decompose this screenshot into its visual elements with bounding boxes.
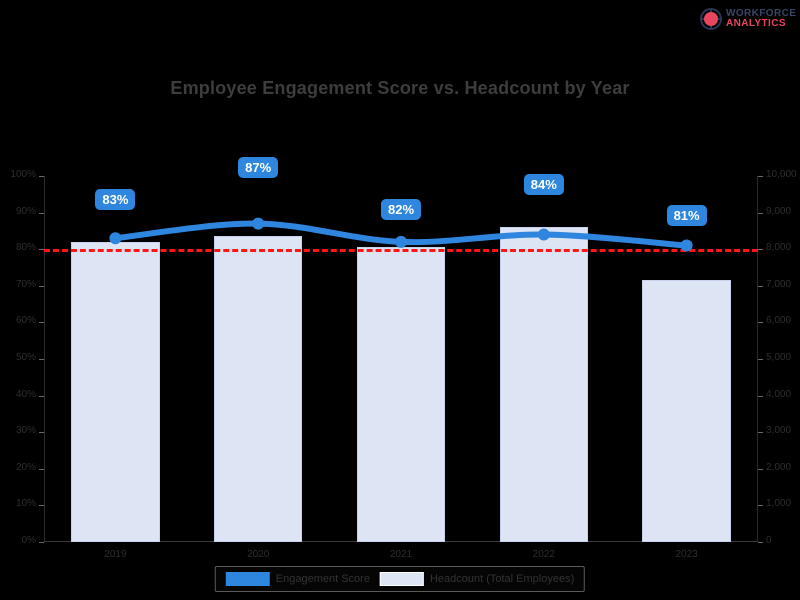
legend-label-0: Engagement Score [275, 573, 370, 585]
logo-line-1: WORKFORCE [726, 7, 797, 19]
data-label-2022: 84% [523, 173, 564, 195]
y-tick-label-right: 0 [766, 535, 772, 546]
data-label-2021: 82% [380, 198, 422, 220]
y-tick-label-right: 7,000 [766, 278, 792, 290]
y-tick-label-right: 10,000 [766, 169, 797, 180]
target-threshold-line [44, 249, 758, 253]
data-point-2022 [537, 228, 550, 241]
x-tick-label-2020: 2020 [247, 549, 270, 560]
legend-item-1[interactable]: Headcount (Total Employees) [379, 572, 575, 586]
data-point-2023 [680, 239, 693, 252]
y-tick-label-right: 9,000 [766, 205, 792, 217]
plot-area: 83% 87% 82% 84% 81% 100% 90% 80% 70% 60% 50% 40% 30… [10, 156, 797, 560]
y-tick-left [39, 395, 44, 397]
engagement-line-series [109, 217, 693, 252]
y-tick-label-left: 30% [15, 425, 36, 437]
logo-text: WORKFORCE ANALYTICS [726, 7, 797, 29]
logo-line-2: ANALYTICS [726, 18, 786, 29]
data-point-2021 [395, 235, 407, 248]
bar-2021 [356, 247, 446, 542]
y-tick-right [758, 249, 763, 251]
y-tick-left [39, 249, 44, 251]
y-tick-label-left: 0% [21, 535, 36, 546]
data-point-2019 [109, 232, 122, 245]
y-tick-left [39, 542, 44, 543]
y-tick-label-right: 6,000 [766, 315, 792, 327]
legend-swatch-line [225, 572, 270, 586]
y-tick-left [39, 322, 44, 324]
y-tick-label-left: 60% [15, 315, 36, 327]
bar-2020 [213, 236, 303, 542]
logo-mark-icon [700, 8, 722, 30]
x-tick-label-2019: 2019 [104, 549, 127, 560]
data-point-2020 [252, 217, 265, 230]
y-tick-label-right: 1,000 [766, 498, 792, 510]
y-tick-right [758, 359, 763, 360]
x-tick-label-2023: 2023 [675, 549, 698, 560]
y-tick-label-left: 20% [15, 461, 36, 473]
y-tick-right [758, 395, 763, 397]
y-tick-label-right: 8,000 [766, 242, 792, 254]
data-label-2020: 87% [238, 156, 279, 178]
y-tick-right [758, 322, 763, 324]
x-tick-label-2022: 2022 [532, 549, 555, 560]
y-tick-right [758, 212, 763, 214]
y-tick-right [758, 468, 763, 470]
y-tick-label-left: 100% [10, 169, 36, 180]
data-label-2019: 83% [95, 189, 136, 211]
y-tick-left [39, 212, 44, 214]
chart-title: Employee Engagement Score vs. Headcount … [170, 78, 630, 98]
y-tick-label-left: 90% [15, 205, 36, 217]
bar-2023 [642, 280, 731, 542]
y-tick-left [39, 505, 44, 507]
y-tick-label-left: 70% [15, 278, 36, 290]
y-tick-label-right: 5,000 [766, 352, 792, 363]
y-tick-right [758, 176, 763, 177]
y-tick-left [39, 359, 44, 360]
bar-2022 [499, 227, 589, 542]
y-tick-right [758, 505, 763, 507]
y-tick-left [39, 432, 44, 434]
legend-swatch-bars [379, 572, 424, 586]
legend-label-1: Headcount (Total Employees) [429, 573, 575, 585]
legend-item-0[interactable]: Engagement Score [225, 572, 370, 586]
x-tick-label-2021: 2021 [389, 549, 413, 560]
bar-2019 [71, 241, 160, 542]
y-tick-label-right: 2,000 [766, 461, 792, 473]
y-tick-label-left: 40% [15, 388, 36, 400]
y-tick-left [39, 176, 44, 177]
data-label-2023: 81% [666, 204, 707, 226]
y-tick-label-right: 3,000 [766, 425, 792, 437]
y-tick-right [758, 542, 763, 543]
y-tick-label-left: 50% [15, 352, 36, 363]
y-tick-left [39, 285, 44, 287]
y-tick-right [758, 432, 763, 434]
y-tick-left [39, 468, 44, 470]
workforce-analytics-logo: WORKFORCE ANALYTICS [700, 4, 796, 34]
y-tick-label-right: 4,000 [766, 388, 792, 400]
y-tick-label-left: 80% [15, 242, 36, 254]
y-tick-label-left: 10% [15, 498, 36, 510]
y-tick-right [758, 285, 763, 287]
chart-legend: Engagement Score Headcount (Total Employe… [214, 566, 586, 592]
